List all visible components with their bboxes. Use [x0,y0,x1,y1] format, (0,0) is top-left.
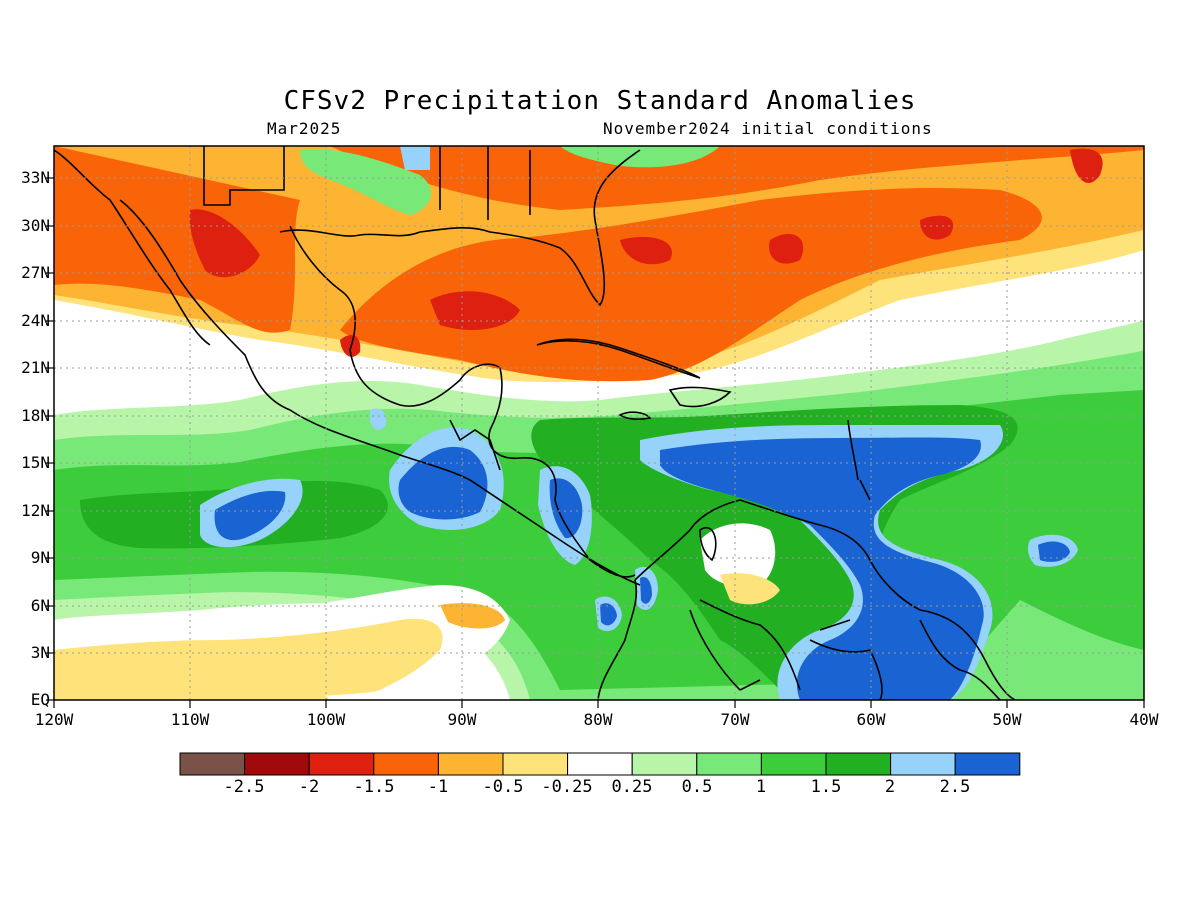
legend-colorbar [179,752,1021,776]
legend-swatch [760,752,827,776]
legend-swatch [244,752,310,776]
legend-value: -1 [427,777,449,797]
lat-label-15n: 15N [21,453,50,472]
lon-label-60w: 60W [856,710,886,729]
legend-value: -2.5 [223,777,265,797]
lat-label-eq: EQ [30,690,50,709]
legend-value: 2.5 [939,777,971,797]
legend-value: 0.5 [681,777,713,797]
legend-swatch [696,752,762,776]
lat-label-24n: 24N [21,311,50,330]
gridlines [54,146,1144,700]
lat-label-21n: 21N [21,358,50,377]
lat-label-9n: 9N [30,548,50,567]
lat-label-33n: 33N [21,168,50,187]
anomaly-fields [54,146,1144,700]
legend-swatch [890,752,956,776]
valid-month-label: Mar2025 [267,119,342,138]
legend-value: 2 [884,777,896,797]
legend-swatch [308,752,375,776]
lat-label-12n: 12N [21,501,50,520]
legend-value: 1.5 [810,777,842,797]
lon-label-120w: 120W [34,710,74,729]
legend-swatch [631,752,698,776]
legend-swatch [437,752,504,776]
lat-label-3n: 3N [30,643,50,662]
legend-swatch [954,752,1021,776]
legend-swatch [502,752,569,776]
legend-value: 0.25 [611,777,653,797]
map-frame [53,145,1145,701]
lon-label-100w: 100W [306,710,346,729]
legend-swatch [825,752,892,776]
lon-label-50w: 50W [992,710,1022,729]
legend-value: -0.5 [482,777,524,797]
lon-label-80w: 80W [583,710,613,729]
lat-label-18n: 18N [21,406,50,425]
lon-label-110w: 110W [170,710,210,729]
lon-label-40w: 40W [1129,710,1159,729]
lat-label-6n: 6N [30,596,50,615]
legend-value: 1 [755,777,767,797]
lat-label-30n: 30N [21,216,50,235]
legend-swatch [179,752,246,776]
legend-swatch [373,752,439,776]
initial-conditions-label: November2024 initial conditions [603,119,933,138]
legend-swatch [567,752,633,776]
lon-label-70w: 70W [720,710,750,729]
axis-ticks [46,177,1145,708]
legend-value: -1.5 [353,777,395,797]
lat-label-27n: 27N [21,263,50,282]
map-title: CFSv2 Precipitation Standard Anomalies [283,86,917,116]
coastlines [54,146,1016,700]
legend-value: -0.25 [541,777,593,797]
lon-label-90w: 90W [447,710,477,729]
legend-value: -2 [298,777,320,797]
